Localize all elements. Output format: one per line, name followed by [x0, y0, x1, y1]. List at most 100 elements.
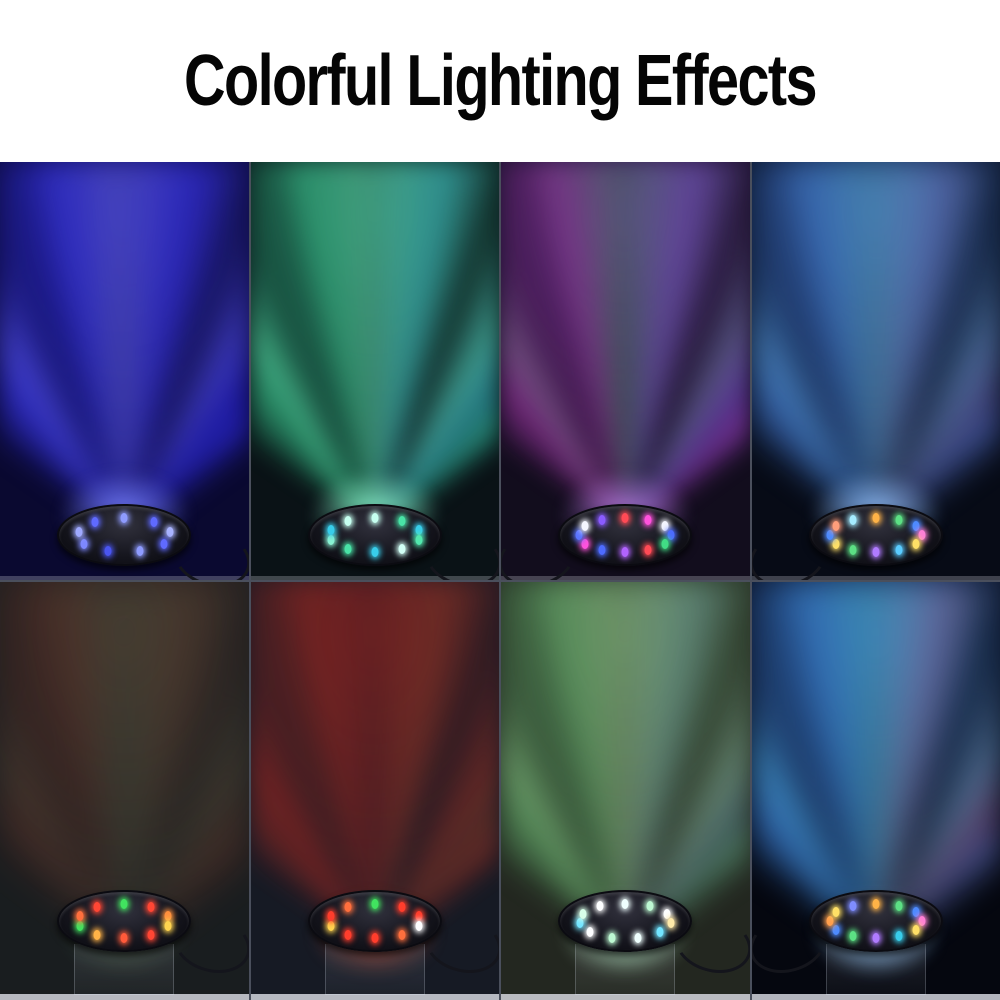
led-dot	[164, 921, 172, 932]
floor-line	[250, 994, 499, 1000]
led-disc-device	[501, 504, 693, 580]
led-dot	[327, 921, 335, 932]
floor-line	[0, 576, 249, 580]
led-dot	[656, 927, 664, 938]
led-dot	[849, 930, 857, 941]
led-dot	[120, 898, 128, 909]
photo-grid	[0, 162, 1000, 1000]
led-dot	[398, 929, 406, 940]
acrylic-stand	[74, 944, 175, 995]
led-dot	[586, 927, 594, 938]
led-dot	[596, 901, 604, 912]
led-dot	[576, 918, 584, 929]
led-dot	[872, 933, 880, 944]
led-dot	[644, 544, 652, 555]
led-dot	[895, 930, 903, 941]
led-dot	[120, 512, 128, 523]
photo-panel-blue-cyan-effect	[751, 162, 1000, 580]
led-dot	[872, 512, 880, 523]
led-dot	[371, 512, 379, 523]
led-dot	[598, 515, 606, 526]
led-dot	[327, 535, 335, 546]
photo-panel-green-teal-effect	[250, 162, 499, 580]
led-dot	[344, 902, 352, 913]
led-dot	[895, 901, 903, 912]
photo-panel-green-rainbow-effect	[501, 582, 750, 1000]
led-dot	[832, 521, 840, 532]
led-dot	[912, 907, 920, 918]
led-dot	[581, 538, 589, 549]
led-dot	[895, 544, 903, 555]
led-disc-device	[751, 890, 943, 982]
led-dot	[76, 910, 84, 921]
led-dot	[147, 902, 155, 913]
floor-line	[501, 576, 750, 580]
led-dot	[398, 516, 406, 527]
led-dot	[598, 544, 606, 555]
led-disc-device	[307, 890, 499, 982]
led-dot	[849, 901, 857, 912]
led-dot	[104, 546, 112, 557]
led-dot	[644, 515, 652, 526]
led-dot	[160, 538, 168, 549]
led-ring	[570, 511, 680, 559]
led-dot	[608, 932, 616, 943]
led-ring	[570, 897, 680, 945]
photo-panel-red-effect	[250, 582, 499, 1000]
led-dot	[661, 538, 669, 549]
led-dot	[344, 516, 352, 527]
led-dot	[895, 515, 903, 526]
led-disc-device	[558, 890, 750, 982]
led-dot	[621, 512, 629, 523]
led-dot	[826, 530, 834, 540]
photo-panel-blue-effect	[0, 162, 249, 580]
led-ring	[69, 511, 179, 559]
acrylic-stand	[324, 944, 425, 995]
led-ring	[821, 897, 931, 945]
led-dot	[136, 546, 144, 557]
led-dot	[849, 544, 857, 555]
led-dot	[912, 538, 920, 549]
acrylic-stand	[825, 944, 926, 995]
led-dot	[371, 933, 379, 944]
led-dot	[371, 547, 379, 558]
led-dot	[371, 898, 379, 909]
led-dot	[91, 516, 99, 527]
led-dot	[849, 515, 857, 526]
acrylic-stand	[575, 944, 676, 995]
led-dot	[166, 526, 174, 537]
floor-line	[0, 994, 249, 1000]
led-dot	[912, 521, 920, 532]
floor-line	[501, 994, 750, 1000]
led-disc-device	[57, 504, 249, 580]
led-dot	[621, 547, 629, 558]
led-dot	[344, 543, 352, 554]
photo-panel-purple-magenta-effect	[501, 162, 750, 580]
header-banner: Colorful Lighting Effects	[0, 0, 1000, 162]
led-dot	[415, 535, 423, 546]
led-dot	[579, 908, 587, 919]
led-dot	[918, 916, 926, 926]
led-dot	[75, 526, 83, 537]
page-title: Colorful Lighting Effects	[184, 41, 818, 121]
led-dot	[832, 924, 840, 935]
led-ring	[320, 511, 430, 559]
led-dot	[344, 929, 352, 940]
led-dot	[415, 921, 423, 932]
led-dot	[832, 538, 840, 549]
led-ring	[821, 511, 931, 559]
led-dot	[667, 918, 675, 929]
led-dot	[76, 921, 84, 932]
led-dot	[667, 530, 675, 540]
led-dot	[398, 543, 406, 554]
led-dot	[832, 907, 840, 918]
photo-panel-blue-multicolor-effect	[751, 582, 1000, 1000]
led-dot	[147, 929, 155, 940]
led-dot	[575, 530, 583, 540]
led-dot	[164, 910, 172, 921]
led-dot	[826, 916, 834, 926]
led-dot	[93, 902, 101, 913]
led-dot	[581, 521, 589, 532]
led-disc-device	[57, 890, 249, 982]
led-dot	[150, 516, 158, 527]
